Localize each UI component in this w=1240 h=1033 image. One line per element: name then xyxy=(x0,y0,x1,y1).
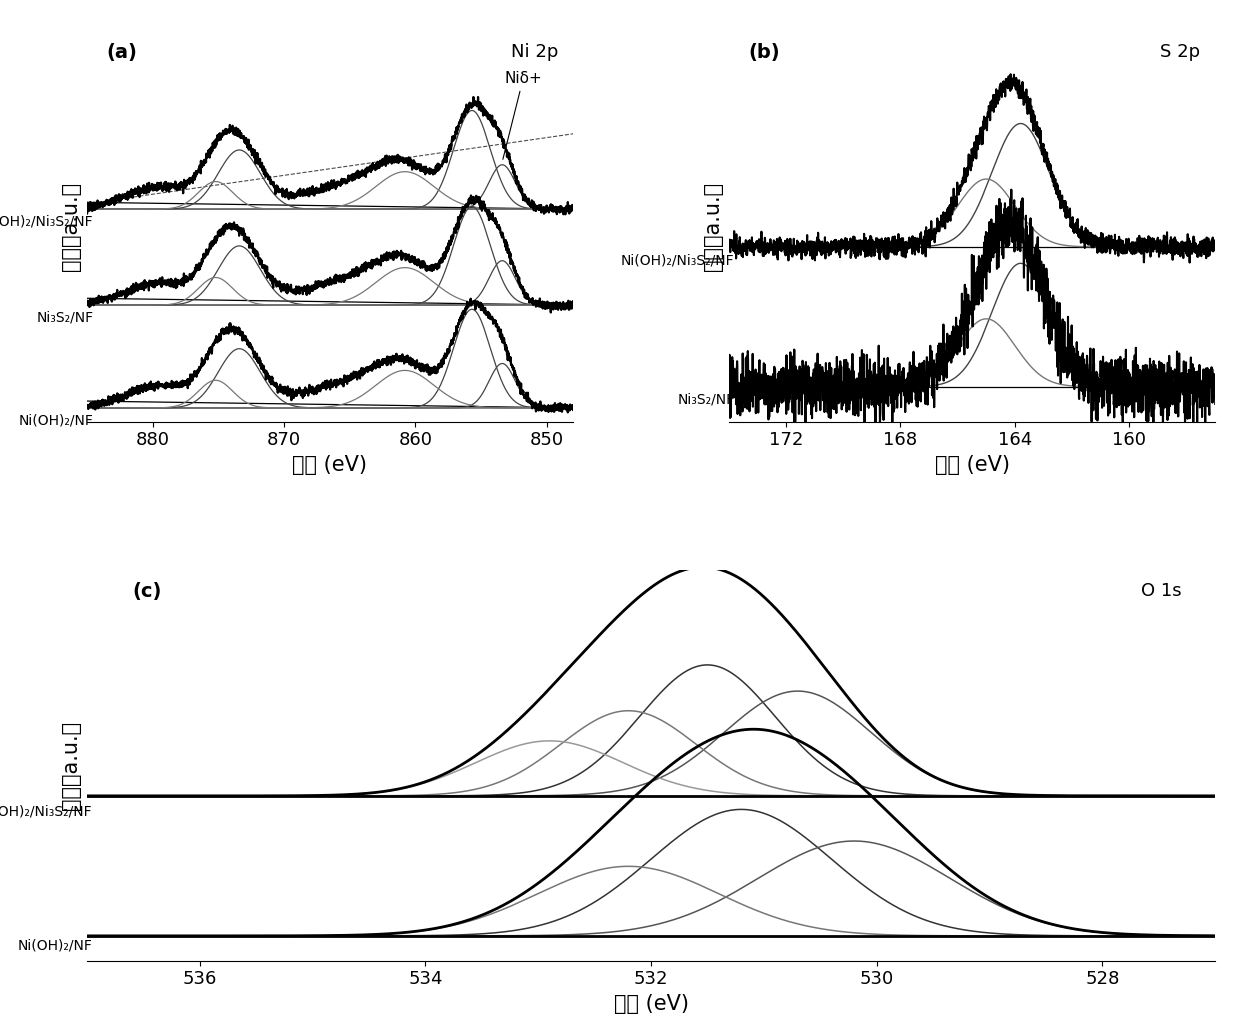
Text: O 1s: O 1s xyxy=(1141,582,1182,600)
Text: (a): (a) xyxy=(107,42,138,62)
Text: Ni(OH)₂/Ni₃S₂/NF: Ni(OH)₂/Ni₃S₂/NF xyxy=(0,805,93,819)
Text: Ni₃S₂/NF: Ni₃S₂/NF xyxy=(36,311,93,324)
Text: S 2p: S 2p xyxy=(1161,42,1200,61)
Y-axis label: 强度（a.u.）: 强度（a.u.） xyxy=(703,182,723,271)
Text: Niδ+: Niδ+ xyxy=(503,71,542,159)
Text: Ni(OH)₂/NF: Ni(OH)₂/NF xyxy=(17,938,93,952)
X-axis label: 键能 (eV): 键能 (eV) xyxy=(935,455,1009,475)
Text: Ni 2p: Ni 2p xyxy=(511,42,558,61)
Text: (b): (b) xyxy=(748,42,780,62)
Y-axis label: 强度（a.u.）: 强度（a.u.） xyxy=(61,182,82,271)
X-axis label: 键能 (eV): 键能 (eV) xyxy=(614,994,688,1014)
Text: Ni(OH)₂/Ni₃S₂/NF: Ni(OH)₂/Ni₃S₂/NF xyxy=(621,253,734,268)
Text: Ni(OH)₂/NF: Ni(OH)₂/NF xyxy=(19,413,93,428)
X-axis label: 键能 (eV): 键能 (eV) xyxy=(293,455,367,475)
Y-axis label: 强度（a.u.）: 强度（a.u.） xyxy=(61,721,82,810)
Text: Ni(OH)₂/Ni₃S₂/NF: Ni(OH)₂/Ni₃S₂/NF xyxy=(0,215,93,228)
Text: Ni₃S₂/NF: Ni₃S₂/NF xyxy=(677,393,734,407)
Text: (c): (c) xyxy=(131,582,161,601)
